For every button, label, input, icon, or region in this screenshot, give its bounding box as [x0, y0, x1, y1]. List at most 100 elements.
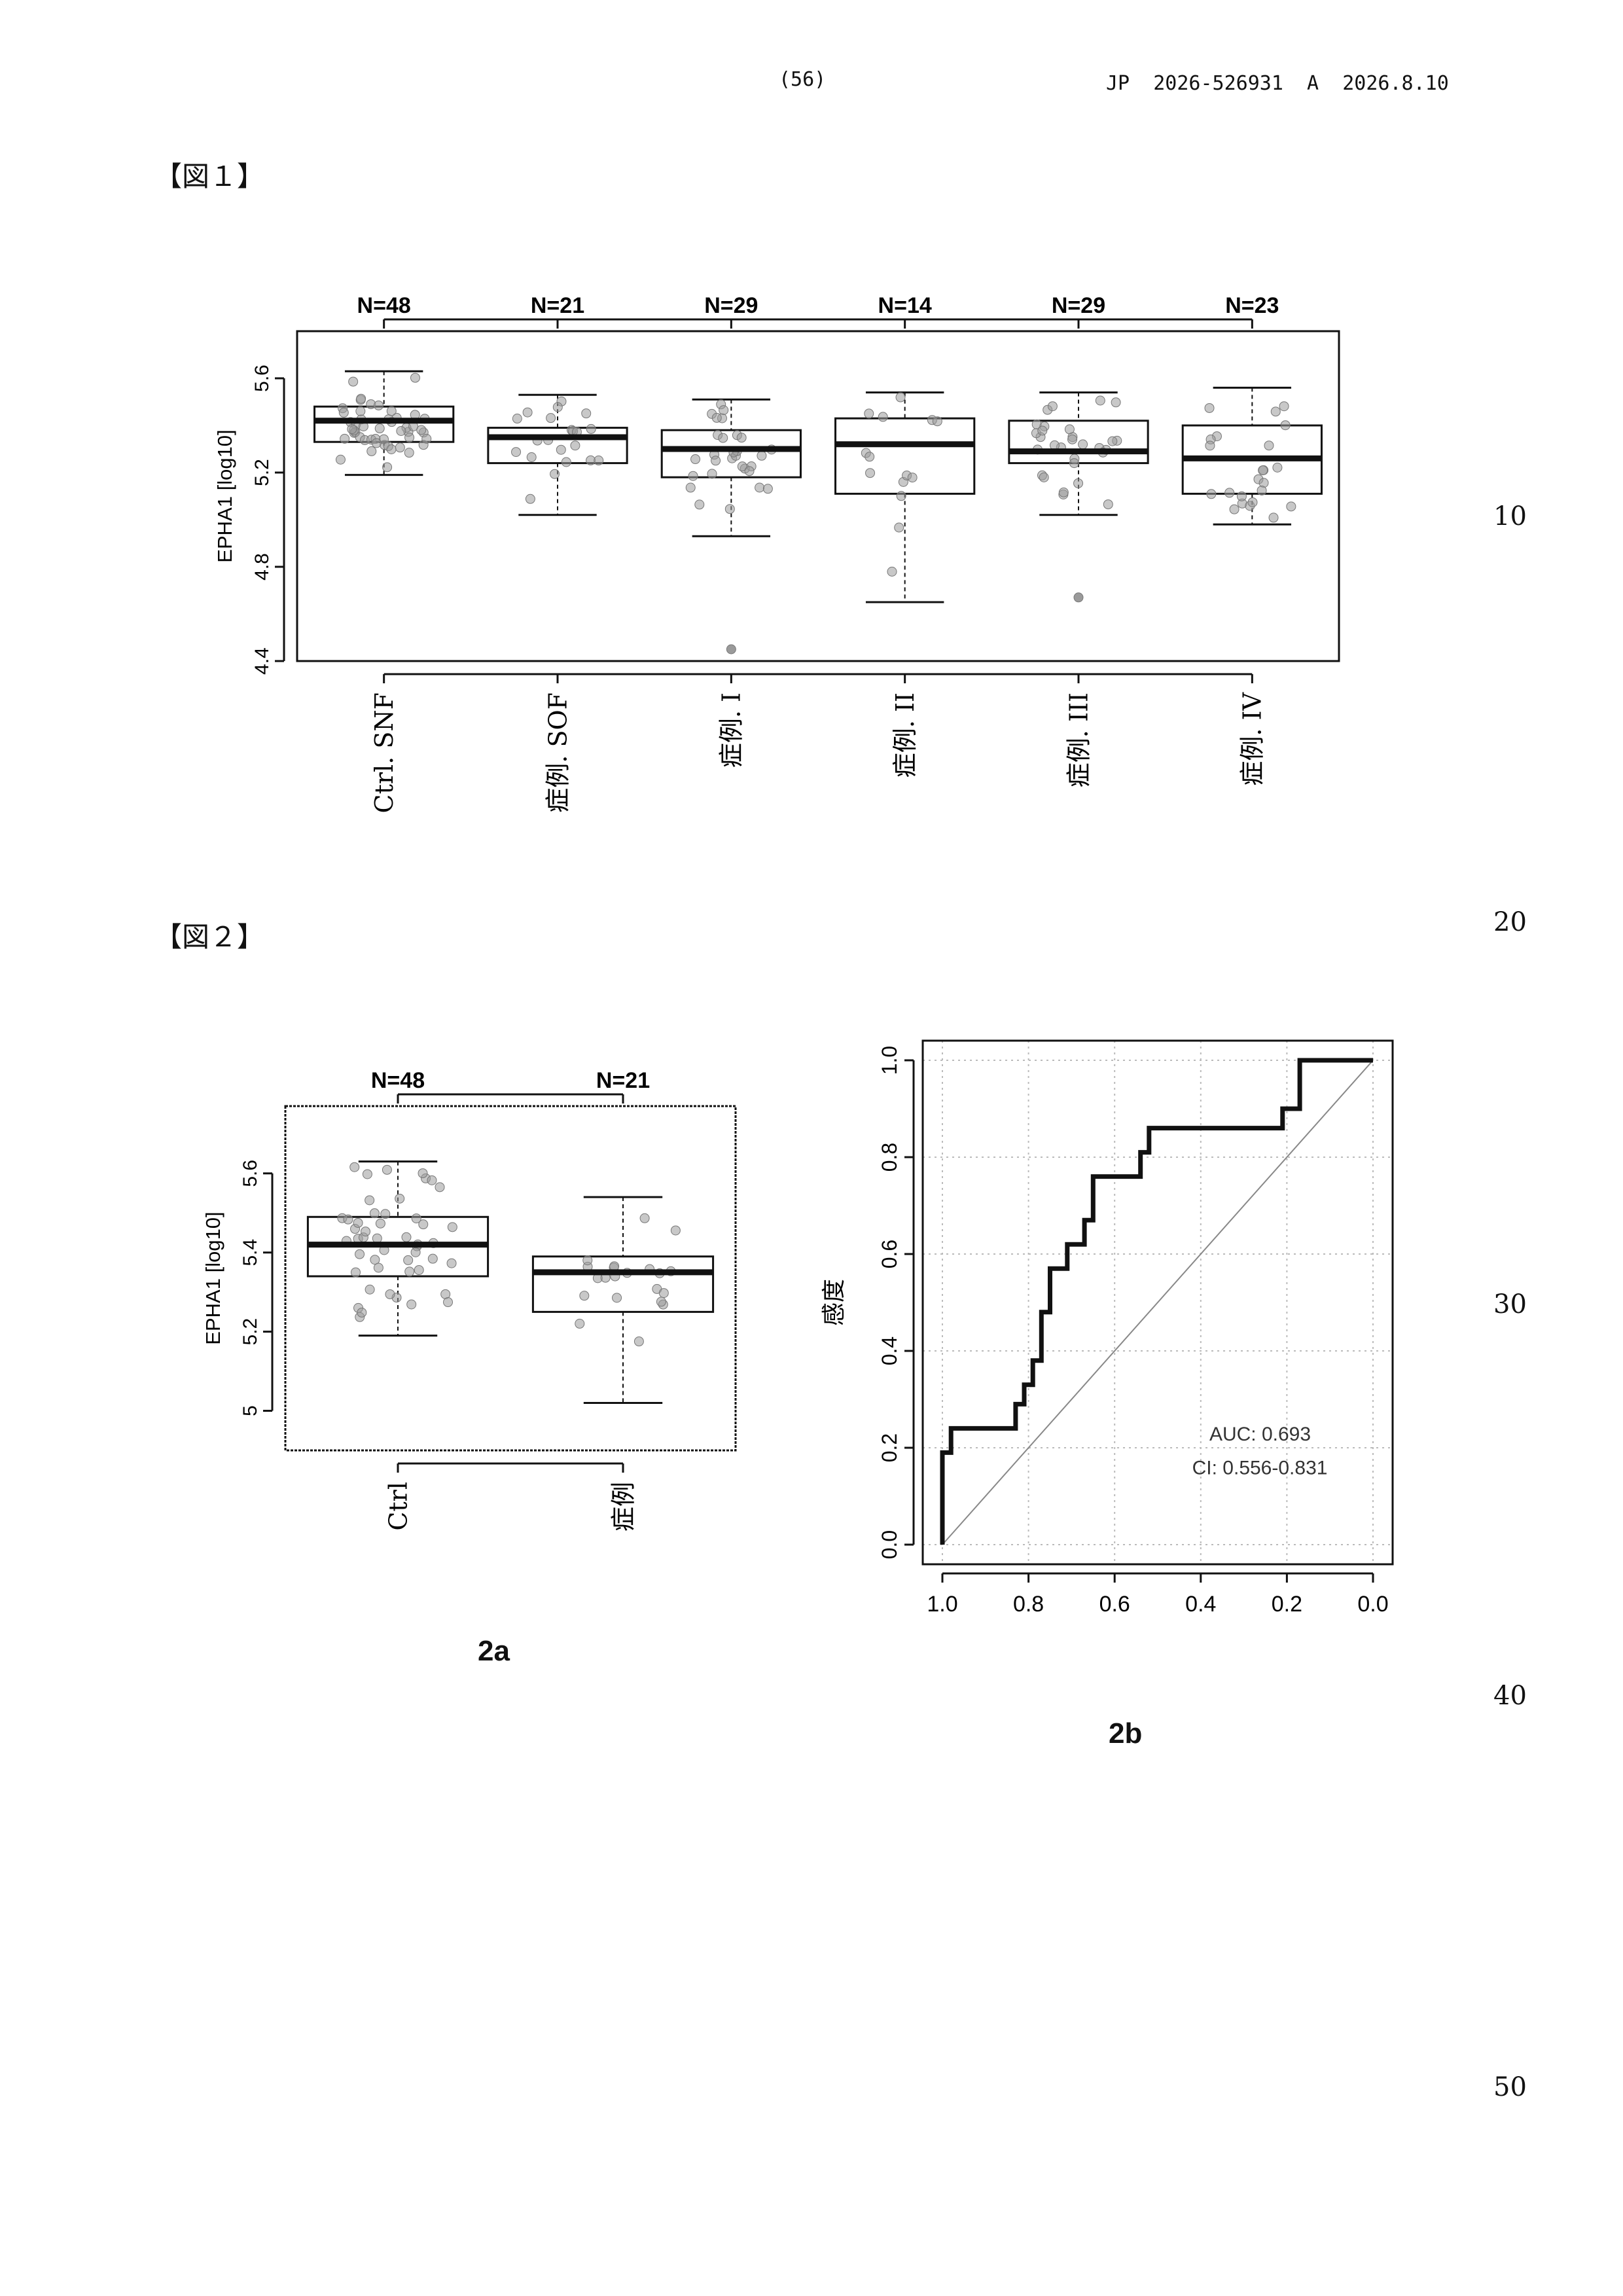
jitter-point	[866, 469, 875, 478]
jitter-point	[707, 469, 717, 478]
jitter-point	[656, 1297, 666, 1306]
line-number-40: 40	[1493, 1681, 1527, 1711]
jitter-point	[580, 1291, 589, 1300]
jitter-point	[349, 377, 358, 386]
count-label: N=14	[878, 293, 932, 318]
jitter-point	[523, 408, 532, 417]
x-category-label: 症例. II	[891, 692, 919, 778]
jitter-point	[725, 505, 734, 514]
jitter-point	[1230, 505, 1239, 514]
outlier-point	[1074, 593, 1083, 602]
jitter-point	[583, 1256, 592, 1265]
jitter-point	[1279, 402, 1289, 411]
jitter-point	[1108, 437, 1117, 446]
y-axis-label: EPHA1 [log10]	[202, 1211, 224, 1344]
jitter-point	[382, 1165, 391, 1174]
jitter-point	[427, 1175, 437, 1185]
auc-annotation: AUC: 0.693	[1209, 1424, 1311, 1445]
jitter-point	[339, 408, 348, 417]
jitter-point	[1273, 463, 1282, 472]
jitter-point	[586, 424, 596, 433]
jitter-point	[444, 1298, 453, 1307]
jitter-point	[755, 483, 764, 492]
jitter-point	[1103, 500, 1113, 509]
jitter-point	[550, 469, 560, 478]
jitter-point	[712, 413, 721, 422]
x-category-label: Ctrl. SNF	[370, 692, 399, 813]
count-label: N=21	[596, 1068, 650, 1093]
jitter-point	[1237, 492, 1246, 501]
jitter-point	[1068, 435, 1077, 444]
y-tick-label: 5	[240, 1405, 261, 1416]
y-tick-label: 0.4	[878, 1336, 901, 1365]
iqr-box	[533, 1257, 713, 1312]
figure2b-sublabel: 2b	[1109, 1717, 1142, 1750]
y-axis-label: 感度	[821, 1279, 847, 1326]
jitter-point	[1258, 466, 1268, 475]
jitter-point	[1264, 441, 1274, 450]
y-tick-label: 1.0	[878, 1046, 901, 1075]
y-tick-label: 0.0	[878, 1530, 901, 1559]
jitter-point	[365, 1196, 374, 1205]
jitter-point	[405, 1267, 414, 1276]
plot-frame	[285, 1106, 736, 1450]
jitter-point	[640, 1213, 649, 1223]
y-tick-label: 0.2	[878, 1433, 901, 1462]
jitter-point	[357, 1308, 366, 1317]
jitter-point	[376, 1219, 385, 1228]
jitter-point	[1207, 490, 1216, 499]
count-label: N=21	[531, 293, 584, 318]
jitter-point	[404, 448, 414, 457]
jitter-point	[1065, 425, 1074, 434]
x-tick-label: 0.0	[1357, 1592, 1388, 1617]
jitter-point	[757, 451, 766, 460]
jitter-point	[887, 567, 897, 576]
jitter-point	[571, 441, 580, 450]
jitter-point	[878, 412, 887, 422]
jitter-point	[1074, 478, 1083, 488]
jitter-point	[1038, 426, 1047, 435]
jitter-point	[908, 473, 917, 482]
figure2b-roc-curve: 1.00.80.60.40.20.0特異性0.00.20.40.60.81.0感…	[785, 982, 1466, 1636]
jitter-point	[395, 1194, 404, 1203]
figure2a-sublabel: 2a	[478, 1635, 510, 1668]
jitter-point	[1248, 497, 1257, 507]
jitter-point	[448, 1223, 457, 1232]
jitter-point	[422, 434, 431, 443]
y-tick-label: 5.2	[240, 1318, 261, 1346]
jitter-point	[1271, 407, 1280, 416]
jitter-point	[1269, 513, 1278, 522]
jitter-point	[688, 471, 698, 480]
jitter-point	[737, 433, 746, 442]
jitter-point	[594, 456, 603, 465]
jitter-point	[375, 424, 384, 433]
jitter-point	[895, 523, 904, 532]
jitter-point	[397, 427, 406, 436]
jitter-point	[407, 1300, 416, 1309]
x-tick-label: 0.8	[1013, 1592, 1044, 1617]
jitter-point	[351, 1268, 360, 1277]
jitter-point	[387, 406, 396, 416]
jitter-point	[686, 483, 695, 492]
jitter-point	[350, 1162, 359, 1172]
jitter-point	[1059, 488, 1068, 497]
jitter-point	[691, 455, 700, 464]
jitter-point	[562, 457, 571, 467]
jitter-point	[556, 445, 565, 454]
jitter-point	[402, 1232, 411, 1242]
iqr-box	[488, 428, 627, 463]
jitter-point	[1048, 402, 1057, 411]
y-axis-label: EPHA1 [log10]	[213, 429, 236, 562]
jitter-point	[405, 433, 414, 442]
jitter-point	[634, 1337, 643, 1346]
x-category-label: 症例. SOF	[543, 692, 572, 813]
jitter-point	[1039, 473, 1048, 482]
figure1-boxplot: 4.44.85.25.6EPHA1 [log10]N=48Ctrl. SNFN=…	[0, 0, 1623, 877]
jitter-point	[410, 373, 419, 382]
jitter-point	[575, 1319, 584, 1328]
jitter-point	[361, 1227, 370, 1236]
jitter-point	[719, 406, 728, 415]
jitter-point	[745, 467, 754, 476]
jitter-point	[395, 443, 404, 452]
jitter-point	[711, 456, 721, 465]
